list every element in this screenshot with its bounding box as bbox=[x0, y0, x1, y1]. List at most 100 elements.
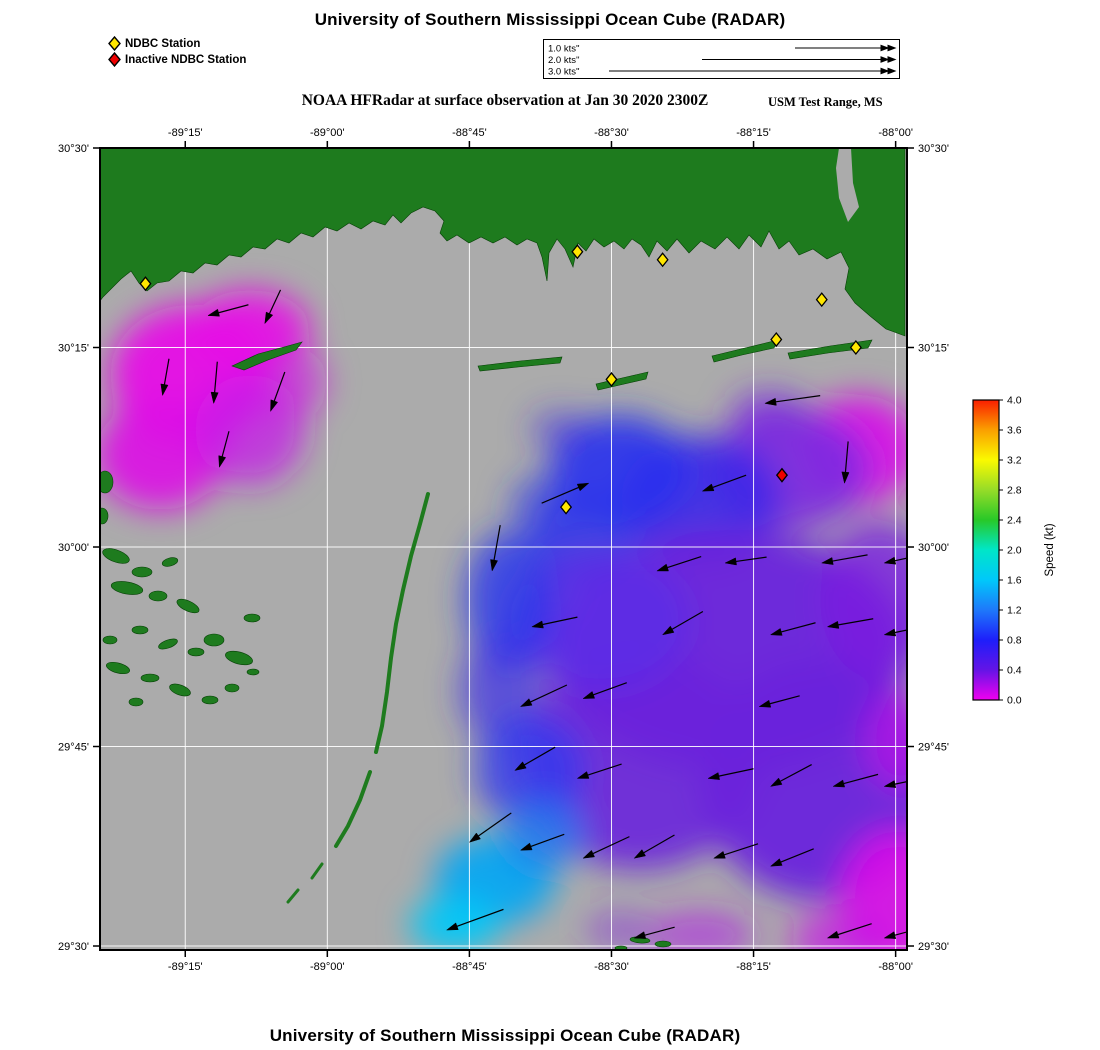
scale-arrow-head bbox=[880, 56, 890, 63]
colorbar-tick-label: 4.0 bbox=[1007, 395, 1022, 407]
scale-row-label: 3.0 kts'' bbox=[548, 67, 580, 78]
current-vector-head bbox=[210, 391, 219, 405]
bottom-title: University of Southern Mississippi Ocean… bbox=[269, 1026, 741, 1045]
current-vector-head bbox=[713, 851, 726, 859]
lon-tick-label-top: -88°30' bbox=[594, 127, 629, 139]
bay-channel bbox=[836, 148, 859, 222]
current-vector-shaft bbox=[780, 848, 814, 863]
lon-tick-label-top: -88°45' bbox=[452, 127, 487, 139]
map-content bbox=[100, 148, 907, 950]
current-vector-shaft bbox=[644, 926, 675, 936]
lon-tick-label-top: -89°15' bbox=[168, 127, 203, 139]
current-vector-shaft bbox=[724, 843, 759, 856]
inactive-ndbc-station-diamond bbox=[108, 52, 121, 67]
lat-tick-label-right: 29°45' bbox=[918, 742, 949, 754]
marsh-island bbox=[203, 633, 225, 647]
speed-field-blob bbox=[475, 715, 585, 825]
lat-tick-label-right: 30°00' bbox=[918, 542, 949, 554]
island-strip bbox=[374, 492, 430, 754]
current-vector-shaft bbox=[894, 629, 907, 634]
current-vector-head bbox=[519, 698, 533, 707]
current-vector-shaft bbox=[221, 431, 230, 457]
current-vector-shaft bbox=[843, 773, 879, 785]
marsh-island bbox=[246, 668, 260, 676]
current-vector-head bbox=[656, 563, 669, 572]
colorbar-tick-label: 0.0 bbox=[1007, 695, 1022, 707]
current-vector-shaft bbox=[530, 684, 568, 703]
current-vector-shaft bbox=[163, 358, 170, 385]
speed-field-blob bbox=[530, 410, 590, 450]
current-vector-shaft bbox=[894, 780, 907, 785]
colorbar-tick-label: 2.4 bbox=[1007, 515, 1022, 527]
colorbar-tick-label: 3.6 bbox=[1007, 425, 1022, 437]
speed-field-blob bbox=[510, 550, 690, 690]
current-vector-shaft bbox=[671, 611, 704, 630]
marsh-island bbox=[158, 638, 178, 650]
lon-tick-label-top: -89°00' bbox=[310, 127, 345, 139]
current-vector-head bbox=[832, 779, 846, 788]
current-vector-head bbox=[769, 858, 783, 867]
map-subtitle: NOAA HFRadar at surface observation at J… bbox=[301, 92, 709, 109]
scale-arrow-head bbox=[880, 67, 890, 75]
current-vector-shaft bbox=[592, 836, 630, 855]
current-vector-shaft bbox=[837, 923, 872, 936]
current-vector-shaft bbox=[718, 768, 754, 777]
speed-field-blob bbox=[465, 530, 555, 670]
current-vector-head bbox=[883, 780, 897, 788]
current-vector-head bbox=[764, 397, 777, 406]
current-vector-head bbox=[160, 383, 169, 397]
speed-field-blob bbox=[865, 690, 907, 790]
lon-tick-label-top: -88°15' bbox=[736, 127, 771, 139]
current-vector-shaft bbox=[667, 556, 702, 569]
legend-item-inactive-station: Inactive NDBC Station bbox=[108, 52, 246, 67]
current-vector-head bbox=[633, 931, 647, 939]
lat-tick-label-left: 30°15' bbox=[58, 343, 89, 355]
legend-item-active-station: NDBC Station bbox=[108, 36, 246, 51]
current-vector-head bbox=[445, 922, 459, 931]
island-strip bbox=[286, 888, 300, 904]
marsh-island bbox=[128, 697, 144, 707]
current-vector-head bbox=[264, 311, 274, 325]
lat-tick-label-right: 29°30' bbox=[918, 941, 949, 953]
marsh-island bbox=[110, 581, 144, 595]
lon-tick-label-bottom: -88°00' bbox=[878, 961, 913, 973]
current-vector-head bbox=[724, 557, 737, 566]
current-vector-head bbox=[826, 930, 840, 939]
current-vector-head bbox=[270, 399, 279, 413]
speed-field-blob bbox=[730, 390, 810, 440]
lat-tick-label-left: 29°30' bbox=[58, 941, 89, 953]
scale-arrow-head bbox=[887, 44, 897, 52]
marsh-island bbox=[102, 635, 118, 645]
colorbar-tick-label: 1.6 bbox=[1007, 575, 1022, 587]
current-vector-head bbox=[576, 771, 590, 779]
current-vector-shaft bbox=[493, 525, 501, 561]
scale-row-label: 1.0 kts'' bbox=[548, 44, 580, 55]
speed-field-blob bbox=[585, 910, 655, 950]
current-vector-head bbox=[661, 625, 675, 636]
current-vector-head bbox=[218, 455, 227, 468]
ndbc-station-marker bbox=[656, 252, 669, 268]
current-vector-head bbox=[841, 471, 850, 484]
speed-field-blob bbox=[645, 910, 755, 950]
ndbc-station-marker bbox=[571, 244, 584, 260]
land-polygon bbox=[711, 339, 779, 363]
land-polygon bbox=[787, 339, 873, 360]
vector-scale-arrows: 1.0 kts''2.0 kts''3.0 kts'' bbox=[548, 44, 897, 78]
marsh-island bbox=[201, 695, 219, 705]
current-vector-shaft bbox=[844, 441, 849, 473]
marsh-island bbox=[224, 683, 240, 693]
inactive-ndbc-station-icon bbox=[108, 52, 121, 67]
colorbar-tick-label: 3.2 bbox=[1007, 455, 1022, 467]
current-vector-head bbox=[883, 556, 897, 565]
lat-tick-label-left: 30°30' bbox=[58, 143, 89, 155]
ndbc-station-diamond bbox=[108, 36, 121, 51]
speed-field-blob bbox=[520, 650, 760, 870]
current-vector-head bbox=[633, 849, 646, 859]
marsh-island bbox=[131, 625, 149, 635]
marsh-island bbox=[100, 507, 109, 525]
speed-field-blob bbox=[100, 400, 225, 510]
range-label: USM Test Range, MS bbox=[768, 95, 883, 109]
current-vector-head bbox=[582, 691, 595, 699]
current-vector-shaft bbox=[218, 304, 249, 314]
